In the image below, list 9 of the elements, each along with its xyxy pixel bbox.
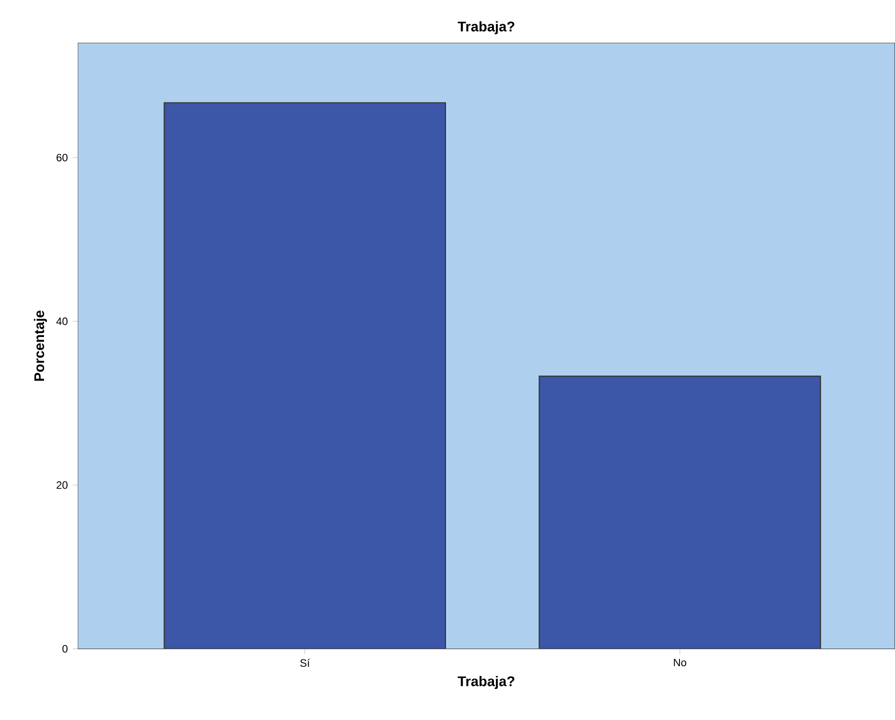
y-axis-title: Porcentaje: [34, 310, 47, 381]
y-tick-label: 0: [62, 645, 68, 653]
y-tick-label: 20: [56, 481, 68, 489]
y-tick-label: 60: [56, 154, 68, 162]
x-tick-label: Sí: [300, 658, 310, 667]
y-tick-label: 40: [56, 318, 68, 326]
x-tick-label: No: [674, 658, 686, 666]
x-axis-title: Trabaja?: [458, 676, 514, 690]
chart-title: Trabaja?: [458, 21, 514, 34]
